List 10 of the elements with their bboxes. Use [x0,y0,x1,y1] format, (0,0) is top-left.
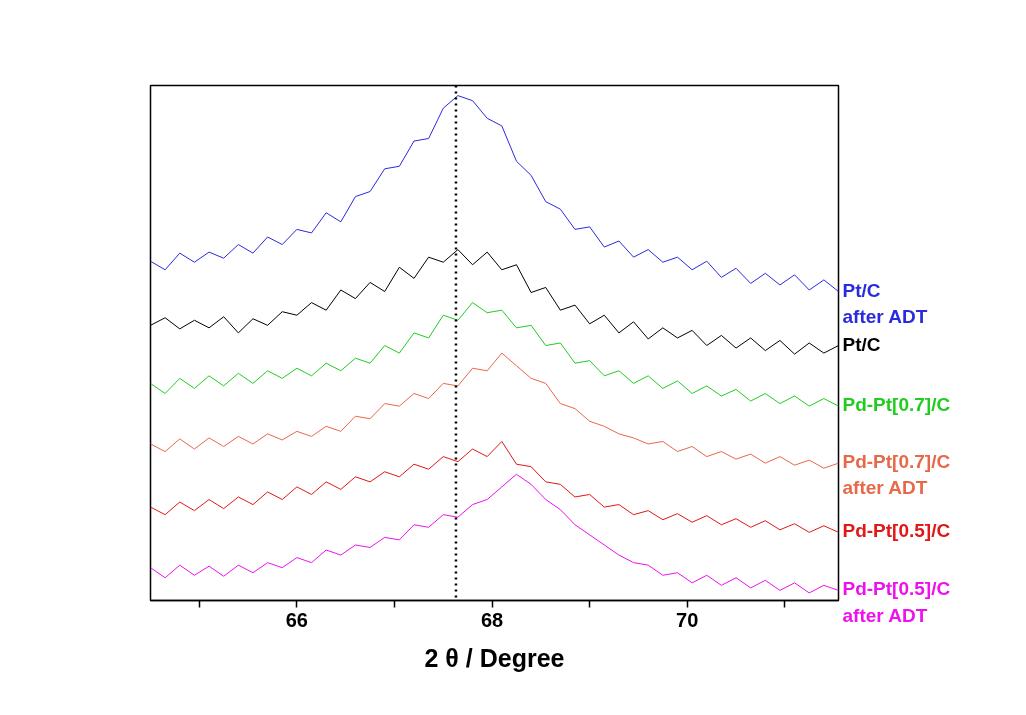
x-tick-label: 68 [480,608,504,631]
series-label: Pd-Pt[0.5]/C [842,520,951,542]
series-label: Pd-Pt[0.7]/C after ADT [842,451,951,499]
series-label: Pt/C [842,333,881,355]
x-axis-title: 2 θ / Degree [424,643,565,672]
series-label: Pt/C after ADT [842,279,928,327]
x-tick-label: 66 [285,608,309,631]
series-label: Pd-Pt[0.7]/C [842,394,951,416]
x-tick-label: 70 [676,608,699,631]
series-label: Pd-Pt[0.5]/C after ADT [842,578,951,626]
